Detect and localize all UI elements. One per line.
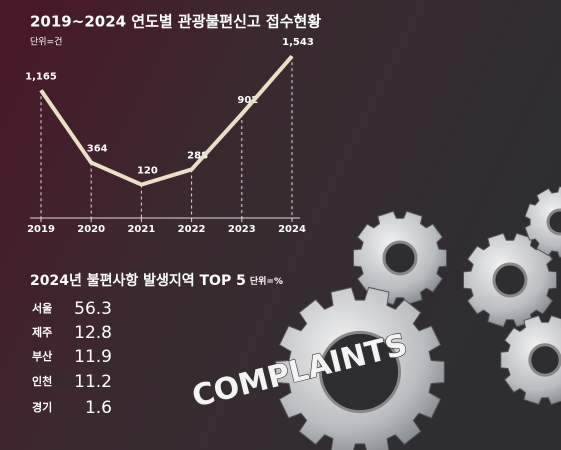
data-label: 364 xyxy=(87,144,108,155)
x-tick-label: 2020 xyxy=(77,224,105,235)
x-tick-label: 2021 xyxy=(127,224,155,235)
x-tick-label: 2019 xyxy=(27,224,55,235)
region-value: 56.3 xyxy=(74,299,112,319)
data-label: 1,543 xyxy=(282,37,314,48)
section-title: 2024년 불편사항 발생지역 TOP 5 단위=% xyxy=(30,272,283,289)
chart-title: 2019~2024 연도별 관광불편신고 접수현황 xyxy=(30,13,321,31)
gear-hole xyxy=(492,262,528,298)
x-tick-label: 2024 xyxy=(278,224,306,235)
gear-hole xyxy=(528,343,561,377)
region-label: 경기 xyxy=(32,400,52,414)
gear-hole xyxy=(546,208,561,236)
line xyxy=(39,54,294,187)
data-label: 288 xyxy=(187,150,208,161)
x-tick-label: 2022 xyxy=(178,224,206,235)
gear-hole xyxy=(318,330,402,414)
data-label: 1,165 xyxy=(25,71,57,82)
region-label: 제주 xyxy=(32,325,52,339)
section-title-text: 2024년 불편사항 발생지역 TOP 5 xyxy=(30,272,246,289)
region-value: 12.8 xyxy=(74,323,112,343)
gear xyxy=(524,186,561,258)
region-label: 인천 xyxy=(32,374,52,388)
gear-illustration xyxy=(275,186,561,450)
region-label: 부산 xyxy=(32,349,52,363)
unit-label: 단위=건 xyxy=(30,37,62,48)
region-value: 11.2 xyxy=(74,372,112,392)
gear-hole xyxy=(382,240,418,276)
region-value: 11.9 xyxy=(74,347,112,367)
data-label: 120 xyxy=(137,166,158,177)
x-tick-label: 2023 xyxy=(228,224,256,235)
region-label: 서울 xyxy=(32,301,52,315)
unit-label: 단위=% xyxy=(250,275,283,287)
region-value: 1.6 xyxy=(85,398,112,418)
data-label: 902 xyxy=(237,95,258,106)
